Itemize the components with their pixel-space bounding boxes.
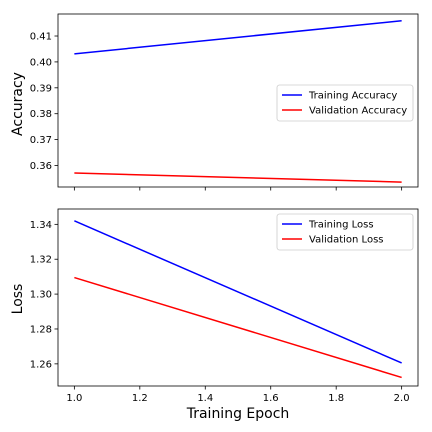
loss-legend-label: Training Loss: [308, 220, 374, 231]
loss-x-tick-label: 1.2: [132, 393, 148, 404]
accuracy-y-tick-label: 0.38: [30, 109, 52, 120]
accuracy-legend-box: [276, 84, 414, 122]
accuracy-y-tick-label: 0.39: [30, 83, 52, 94]
accuracy-y-tick-label: 0.40: [30, 57, 52, 68]
loss-x-tick-label: 1.0: [66, 393, 82, 404]
accuracy-legend: Training Accuracy Validation Accuracy: [276, 84, 414, 122]
loss-x-tick-label: 1.6: [263, 393, 279, 404]
accuracy-plot-frame: [57, 13, 419, 188]
loss-subplot: Loss Training Epoch 1.0 1.2 1.4 1.6 1.8 2.0 1.…: [10, 208, 419, 422]
accuracy-y-tick-label: 0.41: [30, 32, 52, 43]
loss-x-tick-label: 1.8: [328, 393, 344, 404]
accuracy-series-line-training-accuracy: [74, 19, 402, 55]
loss-y-tick-label: 1.30: [30, 290, 52, 301]
loss-xlabel: Training Epoch: [186, 406, 290, 422]
loss-y-tick-label: 1.34: [30, 220, 52, 231]
loss-legend-box: [276, 213, 414, 251]
accuracy-series-line-validation-accuracy: [74, 172, 402, 183]
loss-plot-frame: [57, 208, 419, 387]
loss-x-tick-label: 1.4: [197, 393, 213, 404]
accuracy-ylabel: Accuracy: [10, 72, 26, 136]
loss-legend: Training Loss Validation Loss: [276, 213, 414, 251]
accuracy-legend-label: Validation Accuracy: [309, 106, 407, 117]
loss-y-tick-label: 1.28: [30, 324, 52, 335]
loss-series-line-validation-loss: [74, 276, 402, 379]
accuracy-y-tick-label: 0.36: [30, 161, 52, 172]
loss-legend-label: Validation Loss: [309, 235, 384, 246]
loss-y-tick-label: 1.26: [30, 359, 52, 370]
accuracy-y-tick-label: 0.37: [30, 135, 52, 146]
loss-x-tick-label: 2.0: [394, 393, 410, 404]
loss-series-line-training-loss: [74, 220, 402, 364]
loss-ylabel: Loss: [10, 284, 26, 315]
loss-y-tick-label: 1.32: [30, 255, 52, 266]
accuracy-legend-label: Training Accuracy: [308, 91, 397, 102]
accuracy-subplot: Accuracy 0.36 0.37 0.38 0.39 0.40 0.41 Trainin…: [10, 13, 419, 191]
